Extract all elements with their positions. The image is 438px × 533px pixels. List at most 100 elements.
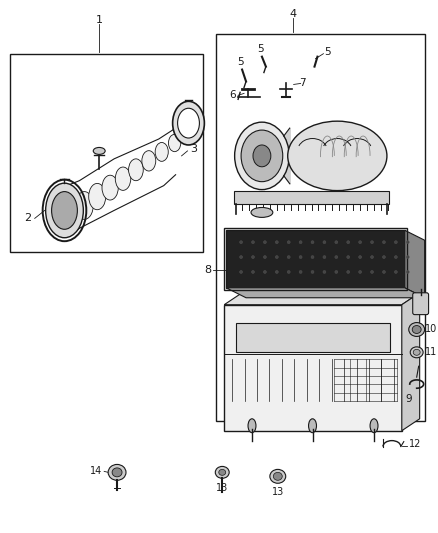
Ellipse shape xyxy=(182,126,193,142)
Ellipse shape xyxy=(251,256,254,259)
Ellipse shape xyxy=(263,256,266,259)
Ellipse shape xyxy=(323,256,326,259)
Ellipse shape xyxy=(382,256,385,259)
Ellipse shape xyxy=(129,159,143,181)
Text: 4: 4 xyxy=(289,9,296,19)
Ellipse shape xyxy=(323,270,326,273)
Ellipse shape xyxy=(347,270,350,273)
Ellipse shape xyxy=(287,256,290,259)
Ellipse shape xyxy=(276,270,278,273)
Ellipse shape xyxy=(299,270,302,273)
Ellipse shape xyxy=(299,256,302,259)
Ellipse shape xyxy=(251,241,254,244)
Ellipse shape xyxy=(270,470,286,483)
Ellipse shape xyxy=(371,270,374,273)
Text: 2: 2 xyxy=(24,213,32,223)
Ellipse shape xyxy=(108,464,126,480)
Bar xyxy=(10,54,203,252)
Ellipse shape xyxy=(177,108,199,138)
Ellipse shape xyxy=(288,121,387,191)
Text: 9: 9 xyxy=(405,394,412,404)
Bar xyxy=(216,34,424,421)
Polygon shape xyxy=(405,230,424,298)
Text: 1: 1 xyxy=(96,15,103,25)
Ellipse shape xyxy=(299,241,302,244)
Ellipse shape xyxy=(276,256,278,259)
Ellipse shape xyxy=(311,270,314,273)
FancyBboxPatch shape xyxy=(413,293,429,314)
Ellipse shape xyxy=(88,183,106,209)
Bar xyxy=(236,322,390,352)
Ellipse shape xyxy=(409,322,424,336)
Ellipse shape xyxy=(382,241,385,244)
Ellipse shape xyxy=(347,241,350,244)
Bar xyxy=(234,191,389,205)
Ellipse shape xyxy=(335,270,338,273)
Ellipse shape xyxy=(287,270,290,273)
Ellipse shape xyxy=(173,101,205,145)
Ellipse shape xyxy=(382,270,385,273)
Text: 6: 6 xyxy=(229,91,236,100)
Polygon shape xyxy=(402,293,420,431)
Bar xyxy=(224,305,402,431)
Text: 13: 13 xyxy=(216,483,228,493)
Text: 12: 12 xyxy=(409,439,421,449)
Ellipse shape xyxy=(371,241,374,244)
Ellipse shape xyxy=(359,256,362,259)
Ellipse shape xyxy=(276,241,278,244)
Ellipse shape xyxy=(394,256,397,259)
Ellipse shape xyxy=(155,142,168,161)
Ellipse shape xyxy=(52,191,78,229)
Bar xyxy=(224,228,407,290)
Ellipse shape xyxy=(323,241,326,244)
Text: 7: 7 xyxy=(299,78,306,88)
Text: 9: 9 xyxy=(403,283,410,293)
Ellipse shape xyxy=(142,151,156,171)
Ellipse shape xyxy=(370,419,378,433)
Ellipse shape xyxy=(75,191,93,220)
Text: 5: 5 xyxy=(237,56,244,67)
Ellipse shape xyxy=(412,326,421,334)
Ellipse shape xyxy=(240,256,243,259)
Ellipse shape xyxy=(335,256,338,259)
Ellipse shape xyxy=(308,419,317,433)
Text: 14: 14 xyxy=(90,466,102,477)
Text: 5: 5 xyxy=(258,44,264,54)
Ellipse shape xyxy=(287,241,290,244)
Ellipse shape xyxy=(413,349,420,356)
Text: 3: 3 xyxy=(191,144,198,154)
Ellipse shape xyxy=(359,241,362,244)
Ellipse shape xyxy=(240,241,243,244)
Ellipse shape xyxy=(406,270,409,273)
Ellipse shape xyxy=(251,270,254,273)
Bar xyxy=(226,230,405,288)
Ellipse shape xyxy=(335,241,338,244)
Ellipse shape xyxy=(240,270,243,273)
Ellipse shape xyxy=(241,130,283,182)
Ellipse shape xyxy=(248,419,256,433)
Ellipse shape xyxy=(253,145,271,167)
Ellipse shape xyxy=(311,241,314,244)
Ellipse shape xyxy=(371,256,374,259)
Ellipse shape xyxy=(219,470,226,475)
Text: 11: 11 xyxy=(424,348,437,357)
Text: 5: 5 xyxy=(324,47,331,56)
Ellipse shape xyxy=(263,270,266,273)
Ellipse shape xyxy=(263,241,266,244)
Ellipse shape xyxy=(235,122,289,190)
Ellipse shape xyxy=(347,256,350,259)
Ellipse shape xyxy=(251,207,273,217)
Text: 8: 8 xyxy=(204,265,211,275)
Text: 13: 13 xyxy=(272,487,284,497)
Ellipse shape xyxy=(115,167,131,190)
Ellipse shape xyxy=(394,270,397,273)
Ellipse shape xyxy=(102,175,118,200)
Ellipse shape xyxy=(46,183,83,238)
Ellipse shape xyxy=(394,241,397,244)
Ellipse shape xyxy=(359,270,362,273)
Ellipse shape xyxy=(311,256,314,259)
Polygon shape xyxy=(224,293,420,305)
Ellipse shape xyxy=(406,256,409,259)
Ellipse shape xyxy=(169,134,181,152)
Text: 10: 10 xyxy=(424,325,437,335)
